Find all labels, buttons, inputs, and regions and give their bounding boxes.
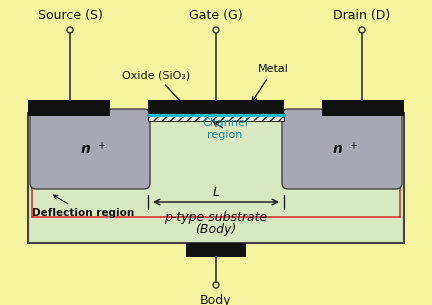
Text: Oxide (SiO₂): Oxide (SiO₂) bbox=[122, 70, 192, 114]
Text: n: n bbox=[332, 142, 342, 156]
Text: L: L bbox=[213, 186, 219, 199]
Text: +: + bbox=[97, 141, 105, 151]
Text: Channel
region: Channel region bbox=[202, 118, 248, 140]
Bar bbox=[186, 243, 246, 257]
Text: Deflection region: Deflection region bbox=[32, 195, 134, 218]
Text: (Body): (Body) bbox=[195, 224, 237, 236]
Text: p-type substrate: p-type substrate bbox=[164, 211, 268, 224]
Text: +: + bbox=[349, 141, 357, 151]
Bar bbox=[28, 113, 404, 243]
Text: Source (S): Source (S) bbox=[38, 9, 102, 22]
Text: n: n bbox=[80, 142, 90, 156]
Text: Body: Body bbox=[200, 294, 232, 305]
Bar bbox=[148, 100, 284, 113]
Text: Gate (G): Gate (G) bbox=[189, 9, 243, 22]
FancyBboxPatch shape bbox=[30, 109, 150, 189]
Text: Metal: Metal bbox=[252, 64, 289, 102]
Bar bbox=[148, 113, 284, 121]
Text: Drain (D): Drain (D) bbox=[334, 9, 391, 22]
Bar bbox=[32, 117, 400, 217]
FancyBboxPatch shape bbox=[282, 109, 402, 189]
Bar bbox=[28, 100, 110, 116]
Bar bbox=[322, 100, 404, 116]
